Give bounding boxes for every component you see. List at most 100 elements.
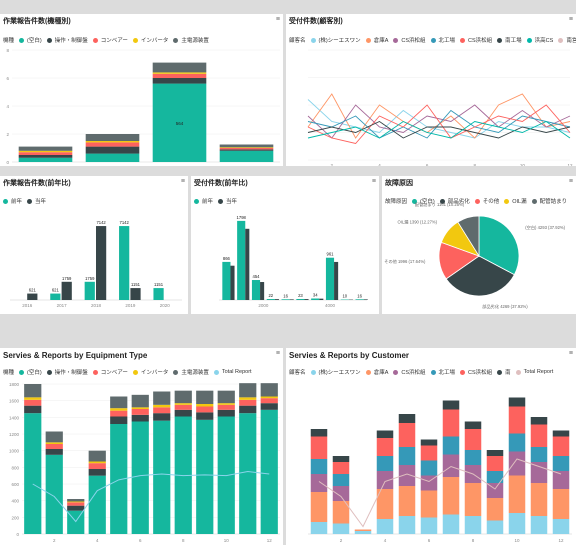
legend-swatch [310,37,316,43]
bar-segment [217,390,235,404]
legend-label[interactable]: 主電源装置 [181,38,209,44]
legend-label[interactable]: (株)シーエスワン [318,38,361,44]
legend-label[interactable]: 倉庫A [373,38,389,44]
bar-segment [354,529,372,531]
bar-segment [85,141,140,143]
bar-segment [442,436,460,455]
panel-title: 故障原因 [385,180,413,187]
x-tick-label: 10 [224,538,230,543]
panel-report-yoy[interactable]: 作業報告件数(前年比) ≡ 前年 当年 621 2016 621 1759 2017 175… [0,176,188,314]
legend-label[interactable]: CS浜松組 [468,38,493,44]
series-line [307,109,571,139]
panel-servies-by-equipment[interactable]: Servies & Reports by Equipment Type ≡ 機種… [0,348,283,545]
legend-title: 機種 [3,38,15,44]
bar-segment [464,429,482,450]
bar-segment [24,413,42,534]
pie-label: (空白) 4293 (37.92%) [525,224,565,231]
legend-label[interactable]: CS浜松組 [401,370,426,376]
drag-handle-icon[interactable]: ≡ [275,350,280,357]
legend-swatch [132,37,138,43]
bar-segment [196,419,214,534]
legend-label[interactable]: 当年 [35,199,47,205]
bar-segment [508,397,526,407]
bar-segment [174,403,192,405]
panel-servies-by-customer[interactable]: Servies & Reports by Customer ≡ 顧客名 (株)シー… [286,348,576,545]
legend-label[interactable]: 配管詰まり [539,199,568,205]
chart-stacked-bar-equipment: 0 200 400 600 800 1000 1200 1400 1600 1800 2 4 6 8 10 1… [9,382,280,543]
legend-label[interactable]: インバータ [140,370,169,376]
drag-handle-icon[interactable]: ≡ [275,16,280,23]
bar [334,261,339,300]
legend-label[interactable]: 南営業所 [566,38,576,44]
bar [130,288,141,300]
legend-label[interactable]: 操作・制御盤 [54,38,88,44]
y-tick-label: 4 [6,104,9,109]
legend-label[interactable]: 北工場 [438,38,456,44]
bar [289,299,294,300]
legend-label[interactable]: (空白) [420,199,435,205]
panel-title: 受付件数(前年比) [194,180,248,187]
legend-label[interactable]: 操作・制御盤 [54,370,88,376]
bar-segment [24,399,42,406]
bar-segment [260,403,278,410]
legend-title: 顧客名 [289,370,306,376]
legend-swatch [19,37,25,43]
bar [96,226,107,300]
drag-handle-icon[interactable]: ≡ [568,16,573,23]
panel-orders-yoy[interactable]: 受付件数(前年比) ≡ 前年 当年 866 1798 454 22 16 23 34 961 10… [191,176,379,314]
legend-label[interactable]: OIL漏 [512,199,527,205]
x-tick-label: 6 [428,538,431,543]
bar-segment [464,483,482,516]
panel-report-by-model[interactable]: 作業報告件数(機種別) ≡ 機種 (空白) 操作・制御盤 コンベアー インバータ 主電源装… [0,14,283,166]
legend-label[interactable]: コンベアー [100,370,128,376]
legend-swatch [19,369,25,375]
data-label: 621 [52,288,60,293]
legend-label[interactable]: 主電源装置 [181,370,209,376]
bar-segment [153,420,171,534]
legend-swatch [504,198,510,204]
legend-label[interactable]: 当年 [226,199,238,205]
legend-label[interactable]: コンベアー [100,38,128,44]
pie-slice [445,255,515,297]
legend-label[interactable]: その他 [482,199,500,205]
data-label: 1151 [131,282,141,287]
legend-swatch [515,369,521,375]
x-tick-label: 12 [558,538,564,543]
legend-label[interactable]: インバータ [140,38,169,44]
bar-segment [18,152,73,155]
y-tick-label: 200 [11,515,19,520]
legend-label[interactable]: (空白) [27,38,42,44]
drag-handle-icon[interactable]: ≡ [568,350,573,357]
legend-label[interactable]: (株)シーエスワン [318,370,361,376]
legend-label[interactable]: 前年 [202,199,214,205]
bar-segment [376,489,394,519]
legend: 前年 当年 [194,197,240,205]
y-tick-label: 1000 [9,449,20,454]
legend-label[interactable]: 南工場 [505,38,522,44]
x-tick-label: 6 [426,163,429,166]
legend-label[interactable]: Total Report [523,369,554,375]
bar-segment [219,144,274,148]
drag-handle-icon[interactable]: ≡ [371,178,376,185]
panel-failure-cause[interactable]: 故障原因 ≡ 故障原因 (空白) 部品劣化 その他 OIL漏 配管詰まり (空白) 429… [382,176,576,314]
legend-label[interactable]: CS浜松組 [401,38,426,44]
panel-orders-by-customer[interactable]: 受付件数(顧客別) ≡ 顧客名 (株)シーエスワン 倉庫A CS浜松組 北工場 CS浜松組… [286,14,576,166]
bar-segment [420,445,438,461]
legend-label[interactable]: Total Report [221,369,252,375]
pie-label: 部品劣化 4269 (37.92%) [482,303,528,310]
legend-label[interactable]: 前年 [11,199,23,205]
legend-label[interactable]: 北工場 [438,370,456,376]
legend-label[interactable]: 南 [505,370,511,376]
legend-label[interactable]: CS浜松組 [468,370,493,376]
legend-label[interactable]: 部品劣化 [447,199,470,205]
bar-segment [420,490,438,518]
drag-handle-icon[interactable]: ≡ [180,178,185,185]
legend-label[interactable]: (空白) [27,370,42,376]
legend-label[interactable]: 浜高CS [534,38,554,44]
data-label: 34 [313,293,318,298]
legend-swatch [218,198,224,204]
data-label: 7142 [119,220,129,225]
drag-handle-icon[interactable]: ≡ [568,178,573,185]
legend-label[interactable]: 倉庫A [373,370,389,376]
legend-swatch [46,37,52,43]
